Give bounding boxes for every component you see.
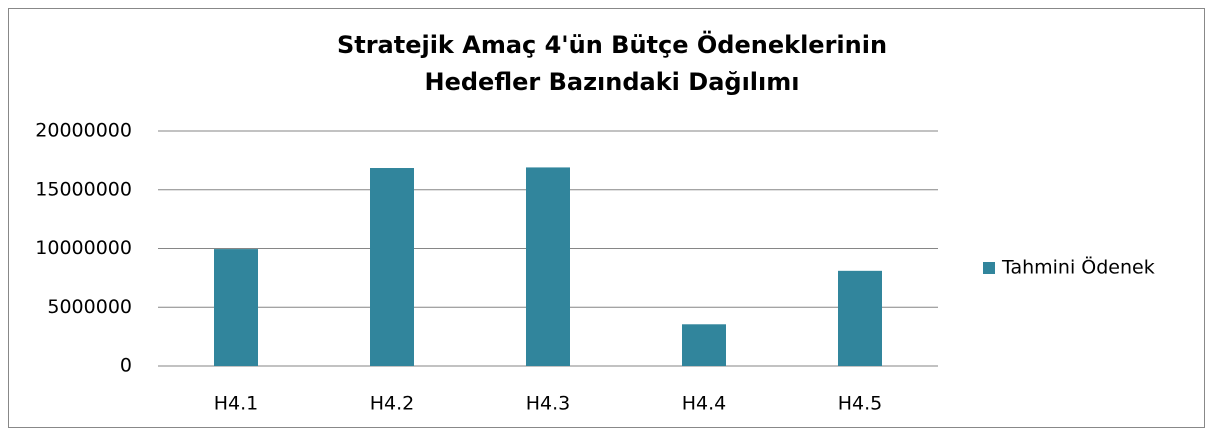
y-tick-label: 10000000 xyxy=(35,237,132,259)
chart-border xyxy=(8,8,1205,428)
bar xyxy=(526,167,570,366)
x-tick-label: H4.3 xyxy=(526,393,571,415)
legend-swatch xyxy=(983,262,995,274)
x-tick-label: H4.2 xyxy=(370,393,415,415)
chart-title: Hedefler Bazındaki Dağılımı xyxy=(425,68,800,96)
legend-label: Tahmini Ödenek xyxy=(1001,256,1155,279)
y-tick-label: 5000000 xyxy=(47,296,132,318)
bar xyxy=(214,249,258,366)
x-tick-label: H4.4 xyxy=(682,393,727,415)
bar xyxy=(370,168,414,366)
bar xyxy=(682,324,726,366)
x-tick-label: H4.1 xyxy=(214,393,259,415)
y-tick-label: 20000000 xyxy=(35,120,132,142)
bar xyxy=(838,270,882,366)
chart-title: Stratejik Amaç 4'ün Bütçe Ödeneklerinin xyxy=(337,29,887,59)
x-tick-label: H4.5 xyxy=(838,393,883,415)
y-tick-label: 0 xyxy=(120,355,132,377)
y-tick-label: 15000000 xyxy=(35,178,132,200)
